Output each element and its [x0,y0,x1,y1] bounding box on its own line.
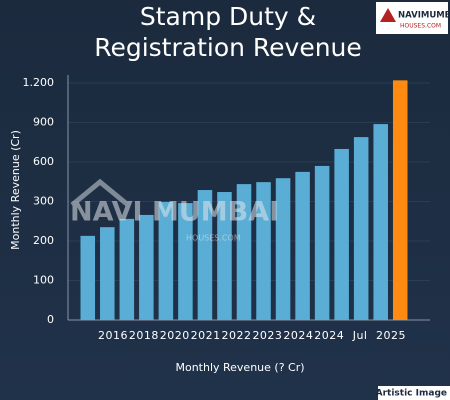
footnote: Artistic Image [376,389,447,399]
bar [275,178,291,320]
x-tick-label: 2016 [98,329,128,342]
bar [100,227,115,320]
x-tick-label: 2020 [160,329,190,342]
chart-title: Registration Revenue [94,33,362,62]
x-tick-label: Jul [352,329,368,342]
bar [256,182,271,320]
bar [295,171,310,320]
x-tick-label: 2024 [314,329,344,342]
watermark-text: NAVI MUMBAI [70,197,279,228]
watermark: NAVI MUMBAI HOUSES.COM [70,178,279,243]
x-tick-label: 2025 [376,329,406,342]
y-tick-label: 200 [33,234,54,247]
bar [236,184,252,320]
x-tick-label: 2024 [283,329,313,342]
watermark-icon [70,178,130,207]
chart-title: Stamp Duty & [140,2,316,31]
bar [197,190,213,320]
y-tick-label: 900 [33,116,54,129]
bar [392,80,408,320]
bar [80,235,96,320]
y-tick-label: 100 [33,274,54,287]
y-tick-label: 300 [33,195,54,208]
y-tick-label: 1.200 [23,76,55,89]
watermark-subtext: HOUSES.COM [186,234,241,243]
bar [314,165,330,320]
y-tick-label: 600 [33,155,54,168]
x-tick-label: 2021 [191,329,221,342]
bar [334,148,349,320]
x-tick-label: 2018 [129,329,159,342]
bar [119,218,135,320]
x-tick-label: 2022 [222,329,252,342]
x-axis-label: Monthly Revenue (? Cr) [175,361,304,374]
footnote-box [378,386,450,400]
logo-icon [380,8,396,22]
bar [353,137,369,320]
bar [373,124,388,320]
bar [158,201,174,320]
y-tick-label: 0 [47,313,54,326]
bar [139,214,154,320]
x-tick-label: 2023 [252,329,282,342]
bar [178,203,193,320]
y-axis-label: Monthly Revenue (Cr) [9,130,22,250]
bar [217,192,232,320]
logo-subtext: HOUSES.COM [400,23,441,30]
